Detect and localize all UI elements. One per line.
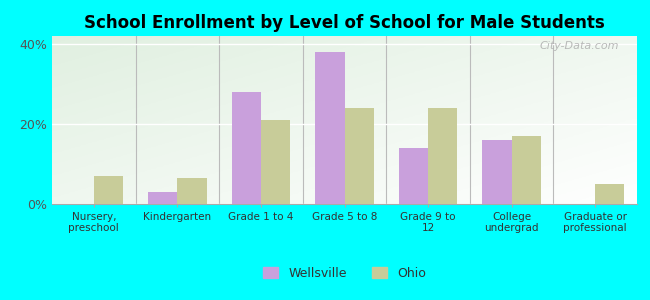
- Bar: [261, 120, 290, 204]
- Bar: [428, 108, 458, 204]
- Bar: [148, 192, 177, 204]
- Bar: [399, 148, 428, 204]
- Bar: [344, 108, 374, 204]
- Bar: [94, 176, 123, 204]
- Bar: [512, 136, 541, 204]
- Bar: [595, 184, 625, 204]
- Bar: [177, 178, 207, 204]
- Title: School Enrollment by Level of School for Male Students: School Enrollment by Level of School for…: [84, 14, 605, 32]
- Bar: [315, 52, 344, 204]
- Legend: Wellsville, Ohio: Wellsville, Ohio: [258, 262, 431, 285]
- Text: City-Data.com: City-Data.com: [540, 41, 619, 51]
- Bar: [231, 92, 261, 204]
- Bar: [482, 140, 512, 204]
